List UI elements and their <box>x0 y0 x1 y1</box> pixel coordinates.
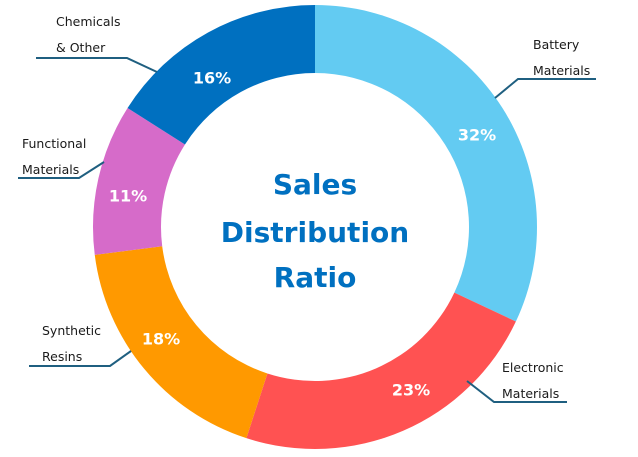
slice-battery-materials <box>315 5 537 322</box>
leader-line-chemicals-other <box>36 57 158 73</box>
category-label-battery-materials-line-2: Materials <box>533 63 590 78</box>
donut-slices <box>92 5 537 450</box>
category-label-chemicals-other-line-1: Chemicals <box>56 14 121 29</box>
slice-functional-materials <box>92 108 185 255</box>
category-labels: Battery Materials Electronic Materials Synth… <box>22 14 590 401</box>
slice-chemicals-other <box>127 5 315 145</box>
leader-line-functional-materials <box>18 161 105 179</box>
category-label-battery-materials-line-1: Battery <box>533 37 580 52</box>
category-label-electronic-materials-line-1: Electronic <box>502 360 564 375</box>
category-label-functional-materials-line-1: Functional <box>22 136 86 151</box>
slice-electronic-materials <box>246 292 516 450</box>
slice-synthetic-resins <box>94 246 268 439</box>
center-title: Sales Distribution Ratio <box>221 168 409 294</box>
leader-line-synthetic-resins <box>29 350 132 367</box>
leader-lines <box>18 57 596 403</box>
center-title-line-1: Sales <box>273 168 357 201</box>
percentage-labels: 32% 23% 18% 11% 16% <box>109 69 496 400</box>
pct-label-chemicals-other: 16% <box>193 69 231 88</box>
center-title-line-3: Ratio <box>274 261 357 294</box>
pct-label-synthetic-resins: 18% <box>142 330 180 349</box>
pct-label-battery-materials: 32% <box>458 126 496 145</box>
leader-line-battery-materials <box>494 78 596 99</box>
pct-label-electronic-materials: 23% <box>392 381 430 400</box>
category-label-synthetic-resins-line-2: Resins <box>42 349 82 364</box>
category-label-synthetic-resins-line-1: Synthetic <box>42 323 101 338</box>
leader-line-electronic-materials <box>466 380 567 403</box>
category-label-electronic-materials-line-2: Materials <box>502 386 559 401</box>
pct-label-functional-materials: 11% <box>109 187 147 206</box>
center-title-line-2: Distribution <box>221 216 409 249</box>
category-label-functional-materials-line-2: Materials <box>22 162 79 177</box>
category-label-chemicals-other-line-2: & Other <box>56 40 106 55</box>
